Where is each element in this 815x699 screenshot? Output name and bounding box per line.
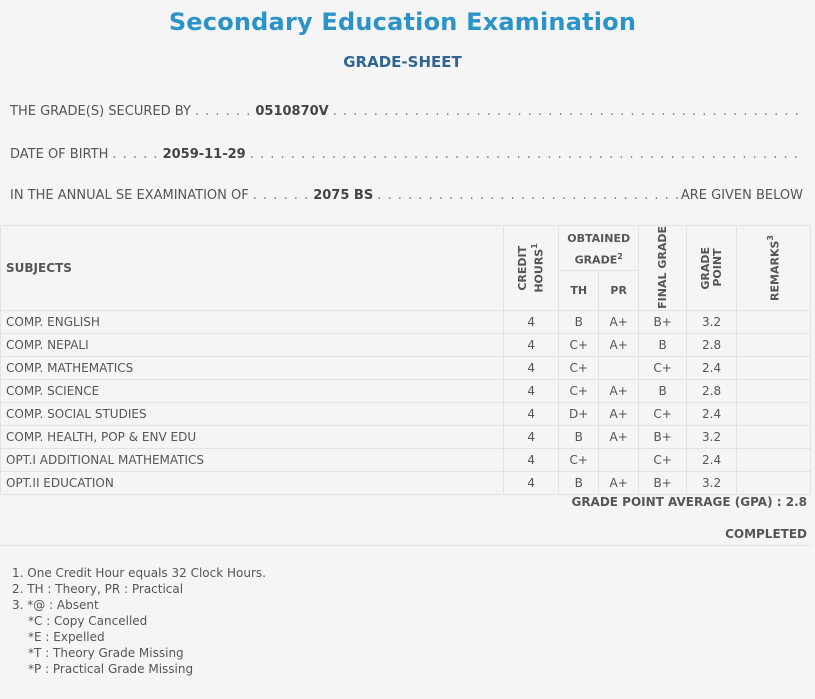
remarks-cell: [736, 401, 811, 426]
credit-cell: 4: [503, 447, 560, 472]
final-grade-cell: C+: [638, 447, 688, 472]
credit-cell: 4: [503, 309, 560, 334]
subject-name: COMP. NEPALI: [0, 332, 505, 357]
grade-point-cell: 3.2: [686, 470, 738, 495]
page-subtitle: GRADE-SHEET: [343, 53, 462, 71]
th-grade-cell: B: [558, 424, 600, 449]
th-grade-cell: C+: [558, 447, 600, 472]
remarks-header: REMARKS3: [736, 225, 811, 311]
exam-year: 2075 BS: [313, 187, 374, 203]
subject-name: COMP. ENGLISH: [0, 309, 505, 334]
remarks-cell: [736, 355, 811, 380]
th-grade-cell: C+: [558, 332, 600, 357]
dob-line: DATE OF BIRTH . . . . . 2059-11-29 . . .…: [10, 146, 803, 162]
symbol-number: 0510870V: [255, 103, 329, 119]
exam-label: IN THE ANNUAL SE EXAMINATION OF: [10, 187, 249, 203]
grade-point-cell: 3.2: [686, 309, 738, 334]
pr-grade-cell: [598, 447, 640, 472]
secured-by-label: THE GRADE(S) SECURED BY: [10, 103, 191, 119]
grade-point-cell: 3.2: [686, 424, 738, 449]
table-row: COMP. NEPALI 4 C+ A+ B 2.8: [0, 332, 811, 357]
footnote-item: 2. TH : Theory, PR : Practical: [12, 582, 184, 596]
pr-grade-cell: A+: [598, 470, 640, 495]
credit-cell: 4: [503, 424, 560, 449]
remarks-cell: [736, 424, 811, 449]
th-grade-cell: B: [558, 309, 600, 334]
footnotes: 1. One Credit Hour equals 32 Clock Hours…: [12, 565, 266, 677]
final-grade-cell: B: [638, 332, 688, 357]
dob-value: 2059-11-29: [162, 146, 246, 162]
dob-label: DATE OF BIRTH: [10, 146, 109, 162]
pr-grade-cell: A+: [598, 378, 640, 403]
remarks-cell: [736, 332, 811, 357]
footnote-item: *C : Copy Cancelled: [28, 614, 148, 628]
remarks-cell: [736, 378, 811, 403]
page-title: Secondary Education Examination: [168, 8, 637, 36]
divider: [0, 545, 811, 546]
secured-by-line: THE GRADE(S) SECURED BY . . . . . . 0510…: [10, 103, 803, 119]
subject-name: COMP. HEALTH, POP & ENV EDU: [0, 424, 505, 449]
result-status: COMPLETED: [725, 527, 807, 541]
final-grade-cell: C+: [638, 355, 688, 380]
final-grade-cell: B: [638, 378, 688, 403]
pr-grade-cell: A+: [598, 309, 640, 334]
final-grade-cell: B+: [638, 424, 688, 449]
grades-table: SUBJECTS CREDIT HOURS1 OBTAINED GRADE2 F…: [0, 225, 811, 495]
subject-name: COMP. SCIENCE: [0, 378, 505, 403]
credit-cell: 4: [503, 470, 560, 495]
grade-point-cell: 2.4: [686, 447, 738, 472]
footnote-item: *T : Theory Grade Missing: [28, 646, 184, 660]
subjects-header: SUBJECTS: [0, 225, 505, 311]
gpa-summary: GRADE POINT AVERAGE (GPA) : 2.8: [571, 495, 807, 509]
obtained-grade-header: OBTAINED GRADE2: [558, 225, 640, 271]
remarks-cell: [736, 470, 811, 495]
final-grade-cell: B+: [638, 470, 688, 495]
credit-hours-header: CREDIT HOURS1: [503, 225, 560, 311]
credit-cell: 4: [503, 401, 560, 426]
pr-grade-cell: A+: [598, 424, 640, 449]
grade-point-cell: 2.8: [686, 378, 738, 403]
gpa-label: GRADE POINT AVERAGE (GPA) :: [571, 495, 782, 509]
pr-header: PR: [598, 269, 640, 311]
table-row: COMP. HEALTH, POP & ENV EDU 4 B A+ B+ 3.…: [0, 424, 811, 449]
subject-name: OPT.II EDUCATION: [0, 470, 505, 495]
final-grade-cell: B+: [638, 309, 688, 334]
remarks-cell: [736, 447, 811, 472]
credit-cell: 4: [503, 355, 560, 380]
table-row: OPT.I ADDITIONAL MATHEMATICS 4 C+ C+ 2.4: [0, 447, 811, 472]
table-row: COMP. ENGLISH 4 B A+ B+ 3.2: [0, 309, 811, 334]
remarks-cell: [736, 309, 811, 334]
exam-suffix: ARE GIVEN BELOW: [680, 187, 803, 203]
pr-grade-cell: A+: [598, 332, 640, 357]
gpa-value: 2.8: [785, 495, 807, 509]
footnote-item: 1. One Credit Hour equals 32 Clock Hours…: [12, 566, 266, 580]
table-row: COMP. SCIENCE 4 C+ A+ B 2.8: [0, 378, 811, 403]
subject-name: OPT.I ADDITIONAL MATHEMATICS: [0, 447, 505, 472]
subject-name: COMP. MATHEMATICS: [0, 355, 505, 380]
grade-point-header: GRADE POINT: [686, 225, 738, 311]
table-row: COMP. SOCIAL STUDIES 4 D+ A+ C+ 2.4: [0, 401, 811, 426]
th-grade-cell: C+: [558, 355, 600, 380]
footnote-item: 3. *@ : Absent: [12, 598, 99, 612]
pr-grade-cell: [598, 355, 640, 380]
th-grade-cell: D+: [558, 401, 600, 426]
exam-line: IN THE ANNUAL SE EXAMINATION OF . . . . …: [10, 187, 803, 203]
pr-grade-cell: A+: [598, 401, 640, 426]
final-grade-cell: C+: [638, 401, 688, 426]
credit-cell: 4: [503, 332, 560, 357]
grade-point-cell: 2.4: [686, 355, 738, 380]
table-row: COMP. MATHEMATICS 4 C+ C+ 2.4: [0, 355, 811, 380]
footnote-item: *P : Practical Grade Missing: [28, 662, 194, 676]
grade-point-cell: 2.8: [686, 332, 738, 357]
th-grade-cell: C+: [558, 378, 600, 403]
table-row: OPT.II EDUCATION 4 B A+ B+ 3.2: [0, 470, 811, 495]
th-grade-cell: B: [558, 470, 600, 495]
footnote-item: *E : Expelled: [28, 630, 105, 644]
grade-point-cell: 2.4: [686, 401, 738, 426]
subject-name: COMP. SOCIAL STUDIES: [0, 401, 505, 426]
credit-cell: 4: [503, 378, 560, 403]
final-grade-header: FINAL GRADE: [638, 225, 688, 311]
th-header: TH: [558, 269, 600, 311]
